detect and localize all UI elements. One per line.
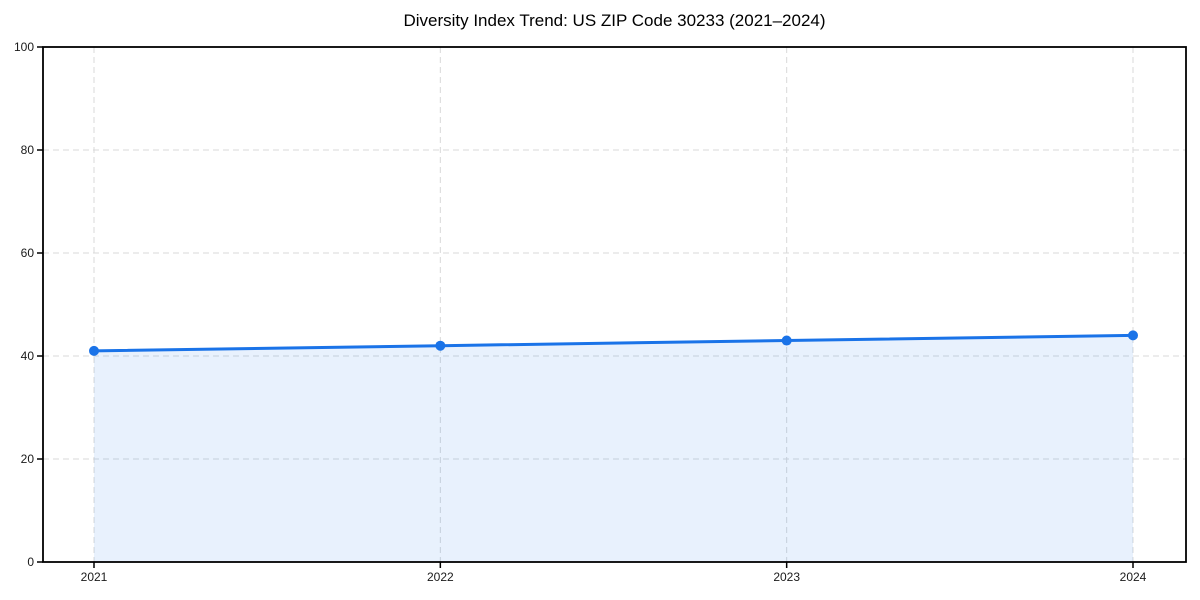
x-tick-label: 2022: [427, 570, 454, 584]
chart-title: Diversity Index Trend: US ZIP Code 30233…: [403, 11, 826, 30]
y-tick-label: 100: [14, 40, 34, 54]
series-area-fill: [94, 335, 1133, 562]
y-tick-label: 40: [21, 349, 35, 363]
axes-spines: [42, 46, 1187, 563]
data-point-marker: [1128, 330, 1138, 341]
data-point-marker: [89, 345, 99, 356]
y-tick-label: 80: [21, 143, 35, 157]
x-tick-label: 2021: [81, 570, 108, 584]
series-line: [92, 333, 1135, 353]
data-point-marker: [435, 340, 446, 351]
data-point-marker: [781, 335, 792, 346]
y-tick-label: 60: [21, 246, 35, 260]
y-tick-label: 0: [27, 555, 34, 569]
x-tick-label: 2023: [773, 570, 800, 584]
y-tick-label: 20: [21, 452, 35, 466]
x-tick-label: 2024: [1120, 570, 1147, 584]
